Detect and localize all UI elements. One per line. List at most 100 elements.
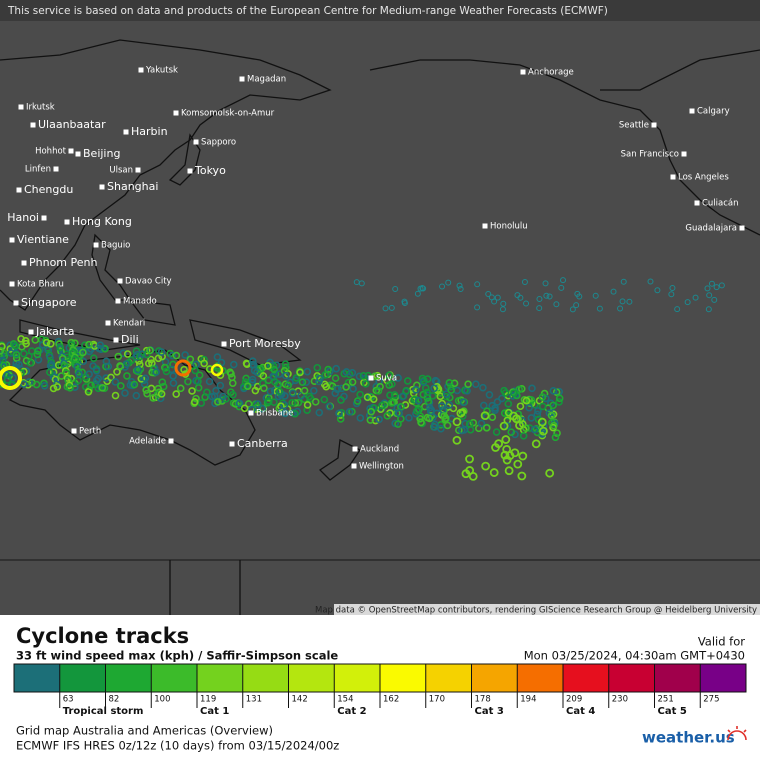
city-label: Brisbane [256, 409, 293, 419]
color-swatch [151, 664, 197, 692]
track-point [528, 384, 536, 393]
track-point [22, 339, 30, 348]
track-point [503, 421, 512, 430]
track-point [266, 387, 275, 396]
grid-map: Grid map Australia and Americas (Overvie… [16, 724, 273, 738]
track-point [101, 344, 109, 353]
city-label: Sapporo [201, 138, 236, 148]
track-point [289, 389, 297, 398]
track-point [3, 376, 12, 384]
track-point [414, 396, 423, 405]
track-point [119, 349, 128, 358]
category-label: Cat 1 [200, 706, 229, 717]
track-point [522, 396, 531, 405]
track-point [280, 366, 289, 375]
track-point [291, 399, 300, 407]
track-point [456, 282, 463, 289]
track-point [375, 415, 383, 424]
track-point [534, 407, 542, 415]
track-point [111, 378, 120, 386]
track-point [123, 350, 132, 358]
track-point [0, 342, 6, 351]
track-point [542, 280, 549, 287]
track-point [161, 364, 170, 372]
track-point [191, 366, 200, 375]
city-marker [239, 76, 245, 82]
track-point [216, 381, 225, 390]
track-point [488, 413, 497, 422]
track-point [57, 347, 65, 356]
track-point [441, 415, 450, 424]
track-point [92, 366, 101, 375]
track-point [356, 414, 365, 422]
track-point [423, 375, 432, 383]
track-point [546, 293, 553, 300]
track-point [509, 411, 518, 421]
track-point [619, 298, 626, 305]
track-point [708, 280, 715, 287]
city-marker [135, 167, 141, 173]
track-point [425, 403, 434, 412]
track-point [316, 374, 324, 383]
track-point [492, 428, 501, 436]
track-point [536, 305, 543, 312]
track-point [200, 359, 208, 368]
category-label: Cat 4 [566, 706, 595, 717]
track-point [539, 426, 548, 436]
track-point [459, 398, 468, 407]
color-swatch [380, 664, 426, 692]
track-point [33, 350, 42, 359]
track-point [79, 348, 87, 357]
track-point [481, 461, 491, 471]
track-point [474, 304, 481, 311]
city-marker [482, 223, 488, 229]
track-point [305, 392, 314, 401]
city-label: San Francisco [621, 150, 679, 160]
track-point [114, 352, 123, 361]
tick-label: 251 [658, 695, 674, 705]
tick-label: 230 [612, 695, 628, 705]
track-point [89, 354, 98, 362]
track-point [706, 292, 713, 299]
track-point [361, 380, 370, 388]
map-background [0, 0, 760, 615]
track-point [355, 372, 364, 381]
track-point [172, 351, 181, 360]
track-point [92, 376, 101, 385]
track-point [337, 396, 345, 404]
track-point [169, 372, 177, 380]
track-point [401, 300, 408, 307]
track-point [186, 355, 195, 364]
city-label: Seattle [619, 121, 649, 131]
city-label: Anchorage [528, 68, 574, 78]
city-label: Magadan [247, 75, 286, 85]
track-point [382, 305, 389, 312]
track-point [525, 403, 533, 412]
track-point [513, 459, 523, 469]
track-point [132, 353, 140, 361]
track-point [143, 389, 151, 398]
track-point [465, 420, 474, 428]
track-point [452, 417, 462, 427]
track-point [181, 351, 189, 359]
track-point [560, 277, 567, 284]
track-point [298, 378, 307, 386]
city-label: Shanghai [107, 180, 158, 193]
track-point [148, 368, 156, 377]
track-point [243, 382, 252, 391]
track-point [553, 301, 560, 308]
tick-label: 275 [703, 695, 719, 705]
track-point [190, 398, 199, 406]
track-point [458, 426, 466, 435]
track-point [107, 373, 115, 382]
city-label: Harbin [131, 125, 168, 138]
track-point [254, 400, 262, 408]
color-swatch [608, 664, 655, 692]
track-point [203, 388, 211, 397]
track-point [264, 362, 272, 370]
tick-label: 63 [63, 695, 74, 705]
track-point [491, 406, 499, 414]
track-point [9, 340, 18, 348]
category-label: Tropical storm [63, 706, 144, 717]
city-marker [68, 148, 74, 154]
